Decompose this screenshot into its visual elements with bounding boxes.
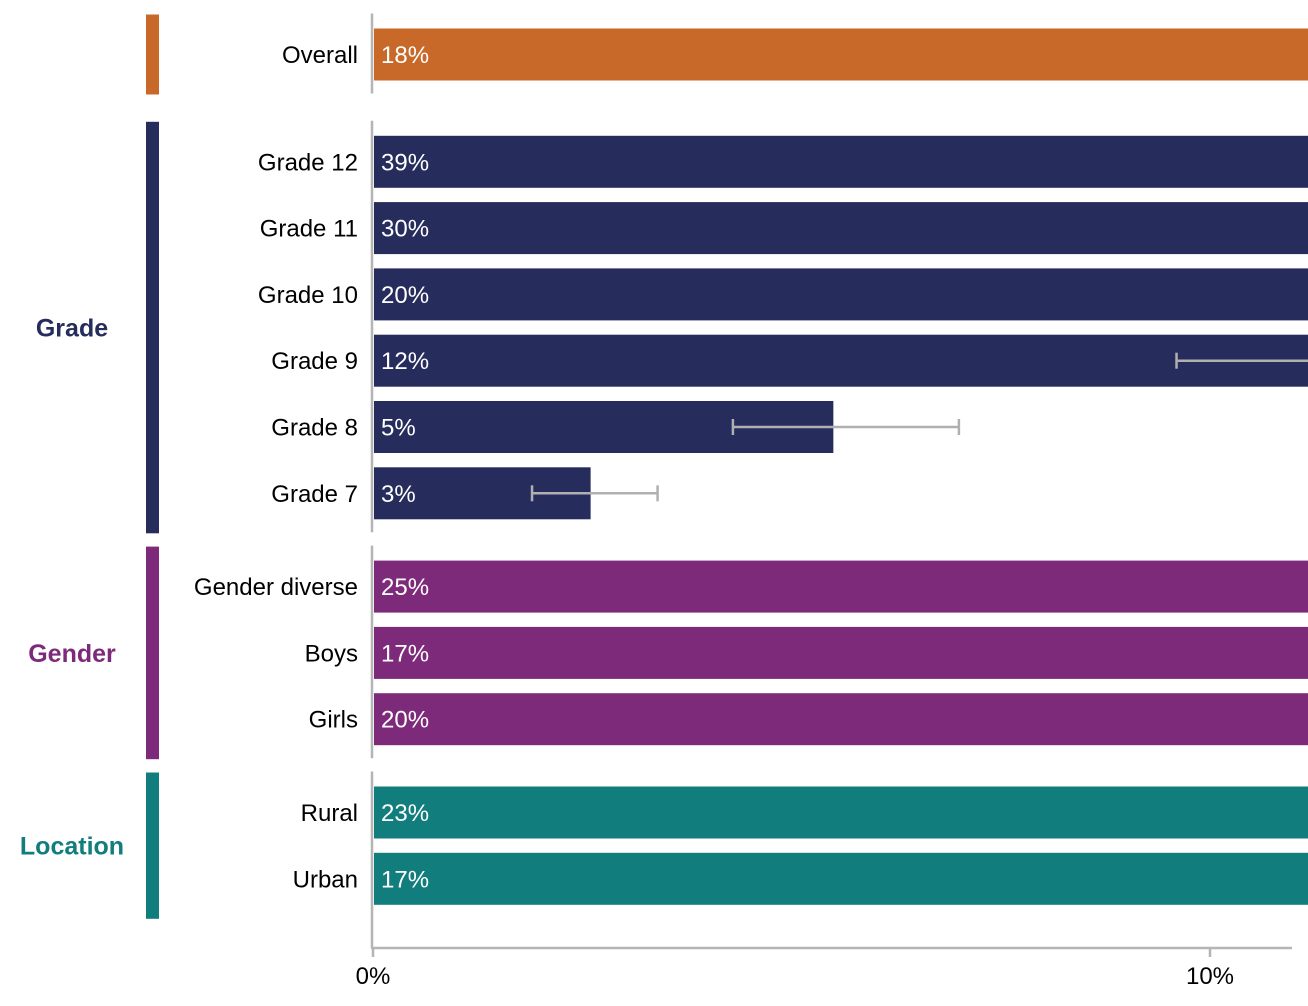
category-label: Grade 12 — [258, 149, 358, 176]
value-label: 39% — [381, 149, 429, 176]
bar-urban — [374, 852, 1308, 905]
group-segment-overall — [146, 14, 159, 95]
value-label: 23% — [381, 800, 429, 827]
bar-grade-9 — [374, 334, 1308, 387]
value-label: 5% — [381, 415, 416, 442]
bar-girls — [374, 693, 1308, 746]
category-label: Grade 10 — [258, 282, 358, 309]
group-label-gender: Gender — [28, 640, 116, 668]
value-label: 17% — [381, 866, 429, 893]
bar-gender-diverse — [374, 560, 1308, 613]
value-label: 18% — [381, 42, 429, 69]
bar-grade-10 — [374, 268, 1308, 321]
value-label: 12% — [381, 348, 429, 375]
category-label: Overall — [282, 42, 358, 69]
category-label: Girls — [309, 707, 358, 734]
x-tick-label: 10% — [1186, 963, 1234, 990]
group-segment-location — [146, 772, 159, 919]
value-label: 30% — [381, 216, 429, 243]
category-label: Grade 9 — [271, 348, 358, 375]
value-label: 20% — [381, 282, 429, 309]
bar-rural — [374, 786, 1308, 839]
group-label-grade: Grade — [36, 315, 108, 343]
value-label: 25% — [381, 574, 429, 601]
category-label: Rural — [301, 800, 358, 827]
bar-grade-11 — [374, 202, 1308, 255]
category-label: Boys — [305, 640, 358, 667]
group-label-location: Location — [20, 833, 124, 861]
value-label: 3% — [381, 481, 416, 508]
group-segment-grade — [146, 121, 159, 534]
x-tick-label: 0% — [356, 963, 391, 990]
category-label: Gender diverse — [194, 574, 358, 601]
bar-grade-12 — [374, 135, 1308, 188]
category-label: Grade 11 — [260, 216, 358, 243]
category-label: Urban — [293, 866, 358, 893]
group-segment-gender — [146, 546, 159, 760]
bar-overall — [374, 28, 1308, 81]
category-label: Grade 8 — [271, 415, 358, 442]
value-label: 20% — [381, 707, 429, 734]
category-label: Grade 7 — [271, 481, 358, 508]
value-label: 17% — [381, 640, 429, 667]
bar-boys — [374, 626, 1308, 679]
